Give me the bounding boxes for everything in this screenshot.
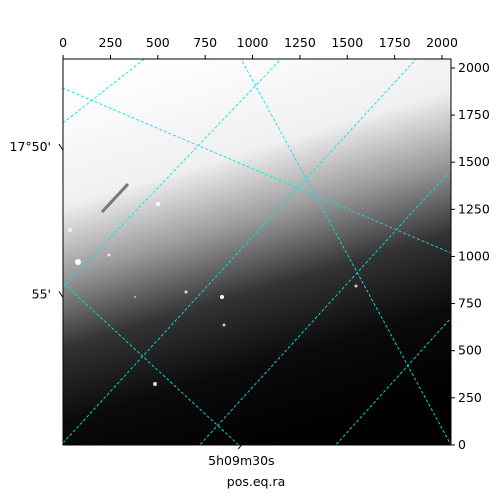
world-y-tick xyxy=(58,291,64,298)
y-tick-label: 250 xyxy=(458,390,482,405)
image xyxy=(63,59,451,445)
x-tick-label: 250 xyxy=(99,35,123,50)
x-tick-label: 750 xyxy=(193,35,217,50)
world-y-tick-label: 55' xyxy=(32,287,51,302)
x-tick-label: 2000 xyxy=(426,35,458,50)
coordinate-grid xyxy=(63,59,451,445)
x-tick-label: 1000 xyxy=(237,35,269,50)
world-x-tick xyxy=(237,444,242,450)
y-tick-label: 750 xyxy=(458,296,482,311)
world-y-tick xyxy=(58,143,64,151)
y-tick-label: 2000 xyxy=(458,60,490,75)
y-tick-label: 1750 xyxy=(458,107,490,122)
x-tick-label: 0 xyxy=(59,35,67,50)
x-tick-label: 1750 xyxy=(379,35,411,50)
x-tick-label: 1250 xyxy=(284,35,316,50)
y-tick-label: 1000 xyxy=(458,248,490,263)
world-x-tick-label: 5h09m30s xyxy=(208,453,274,468)
x-tick-label: 500 xyxy=(146,35,170,50)
y-tick-label: 500 xyxy=(458,343,482,358)
y-tick-label: 1250 xyxy=(458,201,490,216)
y-tick-label: 0 xyxy=(458,437,466,452)
world-y-tick-label: 17°50' xyxy=(10,139,52,154)
plot-frame xyxy=(62,58,452,446)
x-axis-label: pos.eq.ra xyxy=(227,474,285,489)
y-tick-label: 1500 xyxy=(458,154,490,169)
x-tick-label: 1500 xyxy=(331,35,363,50)
